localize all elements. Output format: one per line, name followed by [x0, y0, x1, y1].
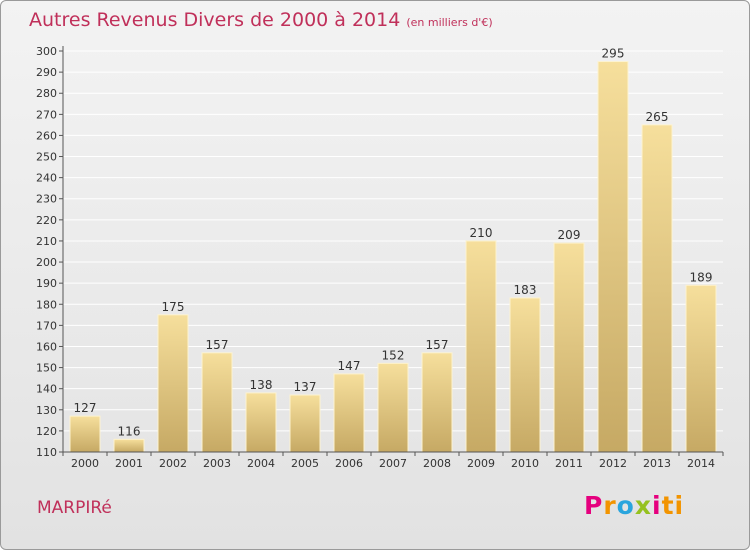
y-tick-label: 210: [36, 235, 57, 248]
logo-letter: ti: [661, 491, 685, 520]
bar-value-label: 295: [602, 47, 625, 61]
y-tick-label: 160: [36, 340, 57, 353]
x-tick-label: 2013: [643, 457, 671, 470]
bar: [597, 61, 629, 453]
bar: [157, 314, 189, 453]
y-tick-label: 230: [36, 193, 57, 206]
bar-value-label: 147: [338, 359, 361, 373]
bar: [465, 240, 497, 453]
bar: [553, 242, 585, 453]
logo-letter: P: [584, 491, 604, 520]
x-tick-label: 2007: [379, 457, 407, 470]
logo-letter: r: [603, 491, 617, 520]
x-tick-label: 2012: [599, 457, 627, 470]
x-tick-label: 2001: [115, 457, 143, 470]
bar: [641, 124, 673, 453]
chart-subtitle: (en milliers d'€): [406, 16, 493, 29]
y-tick-label: 280: [36, 87, 57, 100]
bar-value-label: 157: [426, 338, 449, 352]
x-axis: 2000 2001 2002 2003 2004 2005 2006 2007 2008 2009…: [62, 451, 724, 470]
y-tick-label: 220: [36, 214, 57, 227]
y-tick-label: 250: [36, 151, 57, 164]
x-tick-label: 2009: [467, 457, 495, 470]
bar-value-label: 189: [690, 270, 713, 284]
y-tick-label: 180: [36, 298, 57, 311]
x-tick-label: 2008: [423, 457, 451, 470]
bar: [113, 438, 145, 453]
y-tick-label: 290: [36, 66, 57, 79]
bar: [421, 352, 453, 453]
bar-value-label: 137: [294, 380, 317, 394]
logo-letter: i: [652, 491, 662, 520]
y-axis: 110 120 130 140 150 160 170 180 190 200 210 220 230 2…: [36, 45, 64, 459]
logo-letter: x: [634, 491, 652, 520]
bar-value-label: 138: [250, 378, 273, 392]
bar-value-label: 152: [382, 348, 405, 362]
bar-value-label: 183: [514, 283, 537, 297]
y-tick-label: 170: [36, 319, 57, 332]
x-tick-label: 2005: [291, 457, 319, 470]
chart-title: Autres Revenus Divers de 2000 à 2014 (en …: [29, 9, 493, 31]
y-tick-label: 270: [36, 108, 57, 121]
bar-value-label: 265: [646, 110, 669, 124]
y-tick-label: 240: [36, 172, 57, 185]
x-tick-label: 2011: [555, 457, 583, 470]
bar: [201, 352, 233, 453]
bar: [377, 362, 409, 453]
y-tick-label: 110: [36, 446, 57, 459]
bar-value-label: 116: [118, 424, 141, 438]
y-tick-label: 300: [36, 45, 57, 58]
commune-name: MARPIRé: [37, 498, 112, 518]
y-tick-label: 200: [36, 256, 57, 269]
bar-value-label: 209: [558, 228, 581, 242]
bar: [685, 284, 717, 453]
bar-value-label: 157: [206, 338, 229, 352]
bar: [69, 415, 101, 453]
bar-value-label: 210: [470, 226, 493, 240]
bar: [509, 297, 541, 453]
bar: [245, 392, 277, 453]
y-tick-label: 130: [36, 404, 57, 417]
bar-value-label: 175: [162, 300, 185, 314]
x-tick-label: 2004: [247, 457, 275, 470]
x-tick-label: 2006: [335, 457, 363, 470]
y-tick-label: 150: [36, 362, 57, 375]
x-tick-label: 2010: [511, 457, 539, 470]
bar-value-label: 127: [74, 401, 97, 415]
bar: [333, 373, 365, 453]
x-tick-label: 2002: [159, 457, 187, 470]
x-tick-label: 2014: [687, 457, 715, 470]
bar: [289, 394, 321, 453]
y-tick-label: 140: [36, 383, 57, 396]
y-tick-label: 120: [36, 425, 57, 438]
y-tick-label: 260: [36, 129, 57, 142]
chart-title-text: Autres Revenus Divers de 2000 à 2014: [29, 9, 401, 31]
logo-letter: o: [616, 491, 635, 520]
y-tick-label: 190: [36, 277, 57, 290]
x-tick-label: 2003: [203, 457, 231, 470]
value-labels: 127 116 175 157 138 137 147 152 157 210 183 209 295 2…: [74, 47, 713, 439]
proxiti-logo: Proxiti: [584, 491, 684, 520]
x-tick-label: 2000: [71, 457, 99, 470]
bars: [69, 61, 717, 453]
